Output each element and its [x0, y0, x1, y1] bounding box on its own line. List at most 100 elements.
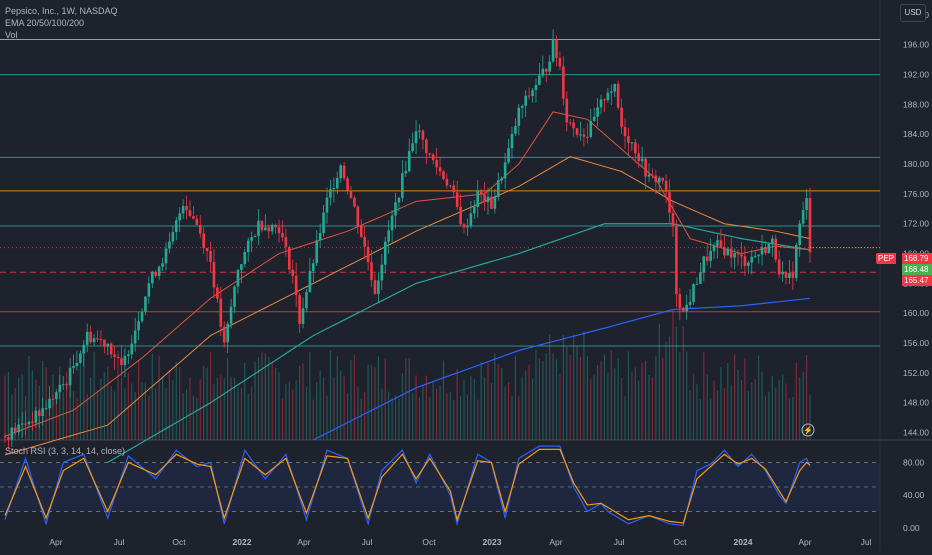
- volume-bar: [206, 367, 208, 440]
- candle-body: [431, 154, 435, 161]
- volume-bar: [103, 372, 105, 440]
- volume-legend[interactable]: Vol: [5, 30, 18, 40]
- candle-body: [92, 338, 96, 343]
- candle-body: [445, 178, 449, 186]
- volume-bar: [449, 391, 451, 440]
- candle-body: [452, 185, 456, 193]
- candle-body: [133, 330, 137, 344]
- volume-bar: [535, 349, 537, 440]
- volume-bar: [127, 372, 129, 440]
- candle-body: [688, 302, 692, 305]
- volume-bar: [720, 367, 722, 440]
- candle-body: [685, 304, 688, 312]
- volume-bar: [453, 399, 455, 440]
- candle-body: [414, 131, 418, 144]
- candle-body: [610, 91, 613, 93]
- candle-body: [233, 286, 236, 307]
- volume-bar: [579, 357, 582, 440]
- candle-body: [562, 66, 565, 99]
- candle-body: [222, 326, 226, 343]
- volume-bar: [343, 376, 345, 440]
- candle-body: [589, 121, 593, 137]
- candle-body: [349, 190, 353, 198]
- price-tick-label: 188.00: [903, 99, 929, 109]
- volume-bar: [158, 355, 160, 440]
- candle-body: [740, 254, 743, 257]
- candle-body: [640, 158, 644, 162]
- volume-bar: [610, 350, 612, 440]
- volume-bar: [367, 364, 369, 440]
- volume-bar: [576, 346, 578, 440]
- volume-bar: [370, 365, 373, 440]
- currency-button[interactable]: USD: [900, 4, 926, 22]
- candle-body: [301, 308, 305, 324]
- candle-body: [31, 421, 34, 423]
- volume-bar: [740, 380, 743, 440]
- volume-bar: [566, 346, 568, 440]
- volume-bar: [593, 375, 595, 440]
- candle-body: [212, 261, 216, 288]
- volume-bar: [66, 371, 68, 440]
- volume-bar: [514, 355, 517, 440]
- volume-bar: [459, 395, 462, 440]
- candle-body: [777, 259, 781, 275]
- volume-bar: [254, 361, 256, 440]
- volume-bar: [278, 372, 280, 440]
- candle-body: [311, 263, 315, 271]
- volume-bar: [521, 376, 523, 440]
- candle-body: [51, 398, 55, 400]
- candle-body: [555, 39, 558, 59]
- volume-bar: [658, 323, 660, 440]
- candle-body: [288, 247, 291, 270]
- volume-bar: [261, 351, 263, 440]
- volume-bar: [507, 382, 510, 440]
- candle-body: [198, 224, 202, 234]
- volume-bar: [703, 352, 705, 440]
- candle-body: [603, 99, 606, 101]
- candle-body: [544, 68, 548, 72]
- time-tick-label: Oct: [172, 537, 186, 547]
- candle-body: [305, 292, 308, 309]
- volume-bar: [620, 377, 623, 440]
- volume-bar: [28, 356, 30, 440]
- volume-bar: [107, 366, 109, 440]
- candle-body: [681, 307, 685, 312]
- candle-body: [96, 338, 99, 340]
- candle-body: [596, 107, 599, 117]
- volume-bar: [220, 375, 222, 440]
- candle-body: [260, 220, 264, 231]
- symbol-legend[interactable]: Pepsico, Inc., 1W, NASDAQ: [5, 6, 118, 16]
- candle-body: [404, 171, 408, 174]
- candle-body: [150, 271, 154, 284]
- candle-body: [240, 264, 243, 270]
- volume-bar: [199, 379, 201, 440]
- candle-body: [332, 188, 336, 190]
- volume-bar: [781, 374, 784, 440]
- volume-bar: [374, 366, 376, 440]
- volume-bar: [473, 379, 475, 440]
- candle-body: [216, 287, 219, 299]
- stoch-rsi-legend[interactable]: Stoch RSI (3, 3, 14, 14, close): [5, 446, 126, 456]
- candle-body: [3, 436, 7, 438]
- volume-bar: [302, 363, 304, 440]
- candle-body: [243, 252, 247, 265]
- volume-bar: [18, 377, 20, 440]
- volume-bar: [555, 358, 558, 440]
- ema-legend[interactable]: EMA 20/50/100/200: [5, 18, 85, 28]
- candle-body: [541, 68, 545, 76]
- candle-body: [168, 241, 171, 249]
- volume-bar: [213, 383, 215, 440]
- candle-body: [370, 262, 373, 281]
- candle-body: [401, 173, 404, 198]
- volume-bar: [617, 358, 619, 440]
- volume-bar: [631, 372, 633, 440]
- volume-bar: [456, 368, 458, 440]
- candle-body: [55, 392, 58, 400]
- candle-body: [48, 398, 51, 409]
- candle-body: [298, 295, 301, 324]
- candle-body: [363, 236, 366, 247]
- time-tick-label: Jul: [114, 537, 125, 547]
- volume-bar: [381, 388, 383, 440]
